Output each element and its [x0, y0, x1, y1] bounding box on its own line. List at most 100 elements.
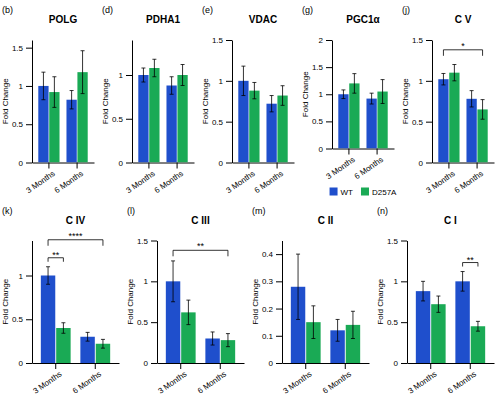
- y-tick: 0.5: [412, 118, 432, 127]
- y-tick: 0.5: [12, 120, 32, 129]
- x-tick-label: 6 Months: [253, 169, 285, 195]
- error-bar: [341, 90, 345, 99]
- bar: [366, 99, 376, 149]
- plot-area: [138, 59, 187, 162]
- x-axis: 3 Months6 Months: [325, 149, 395, 182]
- plot-area: [338, 74, 387, 149]
- plot-area: [166, 261, 235, 363]
- chart-title: VDAC: [249, 14, 277, 25]
- y-tick-mark: [226, 40, 232, 41]
- y-axis-line: [132, 41, 133, 164]
- x-axis-line: [283, 363, 370, 364]
- x-tick-label: 3 Months: [325, 155, 357, 181]
- y-tick: 0: [394, 359, 407, 368]
- legend: WTD257A: [330, 188, 398, 197]
- y-axis: 00.511.5: [12, 41, 33, 168]
- y-axis-title: Fold Change: [126, 278, 135, 324]
- y-tick-mark: [226, 122, 232, 123]
- error-bar: [152, 59, 156, 77]
- panel: 00.511.53 Months6 MonthsFold ChangeC III…: [126, 206, 245, 396]
- y-tick: 0: [269, 359, 282, 368]
- error-bar: [52, 77, 56, 108]
- y-tick-mark: [226, 163, 232, 164]
- x-tick-mark: [248, 163, 249, 169]
- x-tick-mark: [148, 163, 149, 169]
- x-tick-mark: [305, 363, 306, 369]
- y-tick-label: 1.5: [137, 237, 149, 246]
- y-tick: 1: [119, 71, 132, 80]
- x-tick-mark: [220, 363, 221, 369]
- y-tick: 0.5: [387, 318, 407, 327]
- x-tick: 6 Months: [153, 163, 185, 196]
- bar: [438, 79, 448, 162]
- bar: [431, 304, 445, 363]
- legend-item: D257A: [361, 188, 397, 197]
- x-tick: 3 Months: [325, 149, 357, 182]
- y-tick-mark: [126, 119, 132, 120]
- panel-label: (n): [377, 206, 388, 216]
- y-tick: 1.5: [387, 237, 407, 246]
- y-tick-label: 0.3: [262, 277, 274, 286]
- y-tick: 1: [19, 272, 32, 281]
- x-tick: 6 Months: [321, 363, 353, 396]
- y-axis-line: [157, 241, 158, 364]
- x-tick: 3 Months: [425, 163, 457, 196]
- x-tick: 6 Months: [353, 149, 385, 182]
- y-tick-label: 0.2: [262, 305, 274, 314]
- x-tick-label: 3 Months: [281, 369, 313, 395]
- x-tick-mark: [277, 163, 278, 169]
- x-axis-line: [408, 363, 495, 364]
- x-tick-label: 3 Months: [125, 169, 157, 195]
- y-tick-mark: [126, 163, 132, 164]
- error-bar: [141, 68, 145, 82]
- y-tick: 0.1: [262, 332, 282, 341]
- error-bar: [441, 73, 445, 84]
- y-tick-mark: [151, 322, 157, 323]
- bar: [166, 86, 176, 163]
- error-bar: [226, 334, 230, 347]
- y-tick-label: 0.5: [112, 115, 124, 124]
- y-tick-mark: [26, 163, 32, 164]
- y-tick: 0: [19, 159, 32, 168]
- x-tick: 6 Months: [453, 163, 485, 196]
- significance-label: **: [467, 255, 475, 265]
- y-axis-title: Fold Change: [251, 278, 260, 324]
- legend-label: D257A: [372, 188, 397, 197]
- y-tick: 0.5: [137, 318, 157, 327]
- y-tick: 1: [219, 77, 232, 86]
- x-axis-line: [33, 163, 95, 164]
- y-tick-mark: [276, 281, 282, 282]
- y-axis-title: Fold Change: [1, 78, 10, 124]
- y-tick-mark: [326, 121, 332, 122]
- x-tick: 6 Months: [253, 163, 285, 196]
- y-axis-title: Fold Change: [301, 71, 310, 117]
- y-tick: 0: [219, 159, 232, 168]
- x-tick-label: 6 Months: [321, 369, 353, 395]
- error-bar: [252, 82, 256, 98]
- x-tick-mark: [345, 363, 346, 369]
- y-tick-label: 0: [144, 359, 149, 368]
- bar: [455, 281, 469, 363]
- x-axis: 3 Months 6 Months: [281, 363, 369, 396]
- y-tick: 1: [394, 277, 407, 286]
- y-tick: 0.3: [262, 277, 282, 286]
- y-tick-label: 1.5: [212, 36, 224, 45]
- figure: 00.511.53 Months6 MonthsFold ChangePOLG(…: [0, 0, 500, 401]
- x-tick-label: 6 Months: [446, 369, 478, 395]
- x-tick: 3 Months: [281, 363, 313, 396]
- panel: 00.511.53 Months6 MonthsFold ChangeC I(n…: [376, 206, 495, 396]
- y-tick-label: 0.5: [212, 118, 224, 127]
- error-bar: [296, 254, 300, 319]
- bar: [266, 104, 276, 163]
- error-bar: [311, 306, 315, 339]
- x-tick: 3 Months: [406, 363, 438, 396]
- x-tick-mark: [177, 163, 178, 169]
- y-tick-mark: [326, 94, 332, 95]
- error-bar: [436, 296, 440, 312]
- y-axis-line: [407, 241, 408, 364]
- x-axis-line: [158, 363, 245, 364]
- x-tick: 3 Months: [156, 363, 188, 396]
- y-tick-label: 1: [219, 77, 224, 86]
- y-tick-label: 1.5: [387, 237, 399, 246]
- y-tick-label: 0.5: [312, 117, 324, 126]
